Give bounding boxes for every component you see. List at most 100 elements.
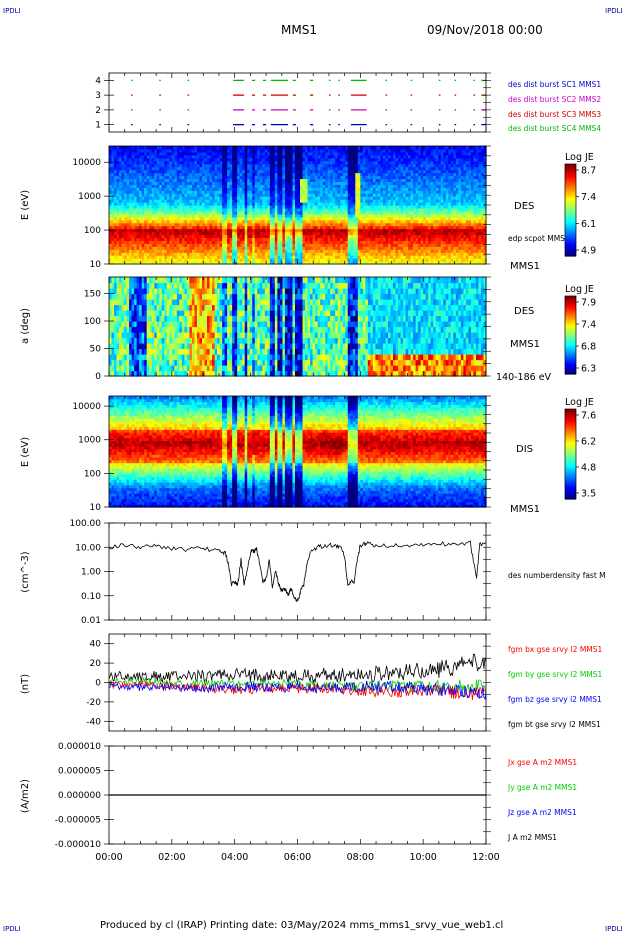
spectrogram-cell [139,231,143,236]
spectrogram-cell [259,166,263,171]
spectrogram-cell [151,207,155,212]
spectrogram-cell [199,258,203,262]
spectrogram-cell [244,258,248,262]
spectrogram-cell [194,169,198,174]
spectrogram-cell [232,190,236,194]
spectrogram-cell [116,181,120,185]
spectrogram-cell [116,187,120,191]
spectrogram-cell [151,258,155,262]
spectrogram-cell [124,234,128,239]
spectrogram-cell [252,196,256,200]
spectrogram-cell [214,160,218,165]
spectrogram-cell [181,207,185,212]
spectrogram-cell [274,175,278,180]
spectrogram-cell [267,148,271,153]
spectrogram-cell [194,148,198,153]
spectrogram-cell [174,193,178,197]
spectrogram-cell [254,222,258,227]
spectrogram-cell [254,249,258,253]
spectrogram-cell [247,148,251,153]
spectrogram-cell [249,169,253,174]
spectrogram-cell [111,154,115,159]
spectrogram-cell [159,166,163,171]
spectrogram-cell [257,234,261,239]
spectrogram-cell [134,246,138,250]
spectrogram-cell [212,199,216,203]
spectrogram-cell [269,243,273,247]
spectrogram-cell [247,246,251,250]
spectrogram-cell [274,234,278,239]
spectrogram-cell [136,163,140,168]
spectrogram-cell [209,237,213,241]
spectrogram-cell [257,240,261,244]
spectrogram-cell [272,249,276,253]
spectrogram-cell [149,151,153,156]
spectrogram-cell [269,199,273,203]
spectrogram-cell [249,166,253,171]
spectrogram-cell [264,154,268,159]
spectrogram-cell [156,190,160,194]
spectrogram-cell [247,237,251,241]
spectrogram-cell [212,210,216,215]
spectrogram-cell [109,202,113,206]
spectrogram-cell [242,178,246,182]
spectrogram-cell [237,157,241,162]
spectrogram-cell [129,249,133,253]
spectrogram-cell [141,178,145,182]
spectrogram-cell [201,181,206,185]
spectrogram-cell [204,237,208,241]
spectrogram-cell [209,213,213,218]
spectrogram-cell [121,160,125,165]
spectrogram-cell [237,216,241,221]
spectrogram-cell [269,213,273,218]
spectrogram-cell [176,252,180,256]
spectrogram-cell [277,258,281,262]
spectrogram-cell [121,205,125,209]
spectrogram-cell [277,196,281,200]
spectrogram-cell [186,261,191,265]
spectrogram-cell [114,234,118,239]
spectrogram-cell [181,160,185,165]
spectrogram-cell [229,190,233,194]
spectrogram-cell [164,246,168,250]
spectrogram-cell [169,193,173,197]
spectrogram-cell [227,219,231,224]
spectrogram-cell [229,199,233,203]
spectrogram-cell [267,231,271,236]
spectrogram-cell [196,196,201,200]
spectrogram-cell [166,243,170,247]
spectrogram-cell [227,184,231,188]
spectrogram-cell [119,148,123,153]
spectrogram-cell [252,184,256,188]
spectrogram-cell [181,157,185,162]
spectrogram-cell [204,175,208,180]
spectrogram-cell [254,187,258,191]
spectrogram-cell [156,163,160,168]
spectrogram-cell [196,228,201,233]
spectrogram-cell [156,184,160,188]
spectrogram-cell [242,225,246,230]
spectrogram-cell [224,258,228,262]
spectrogram-cell [212,205,216,209]
spectrogram-cell [224,193,228,197]
spectrogram-cell [234,205,238,209]
spectrogram-cell [136,231,140,236]
spectrogram-cell [146,258,150,262]
spectrogram-cell [272,175,276,180]
spectrogram-cell [134,184,138,188]
spectrogram-cell [239,240,243,244]
spectrogram-cell [164,172,168,177]
spectrogram-cell [136,202,140,206]
spectrogram-cell [166,246,170,250]
spectrogram-cell [234,151,238,156]
spectrogram-cell [149,231,153,236]
spectrogram-cell [134,252,138,256]
spectrogram-cell [229,151,233,156]
spectrogram-cell [169,240,173,244]
spectrogram-cell [267,187,271,191]
spectrogram-cell [244,148,248,153]
spectrogram-cell [239,216,243,221]
spectrogram-cell [179,184,183,188]
spectrogram-cell [154,193,158,197]
spectrogram-cell [224,190,228,194]
